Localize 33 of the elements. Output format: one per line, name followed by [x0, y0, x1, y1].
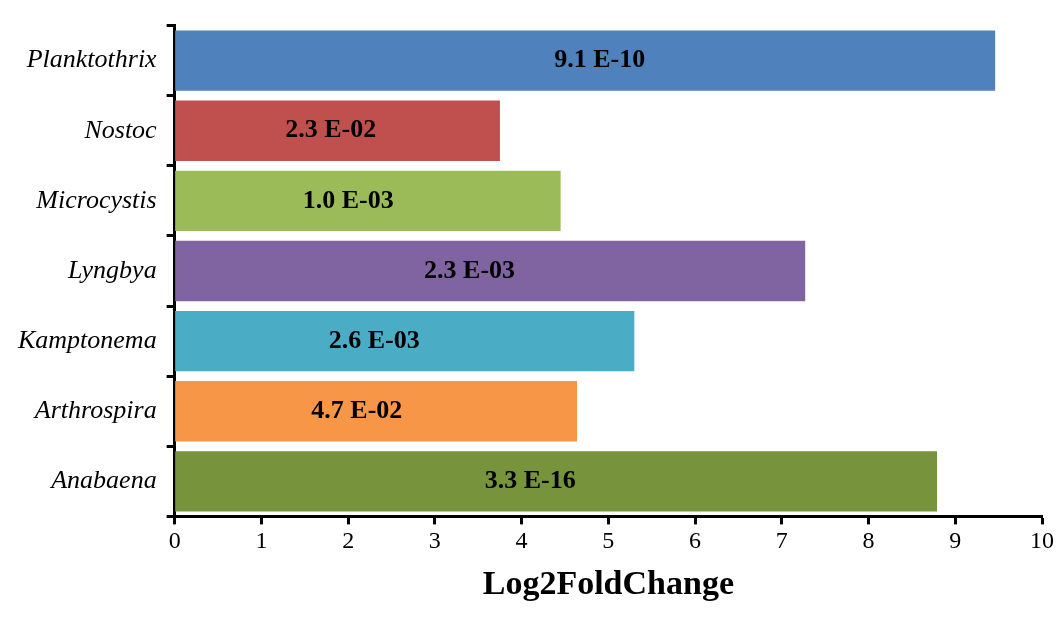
x-tick-label: 10: [1030, 527, 1054, 554]
annotation: 2.3 E-02: [285, 114, 377, 144]
x-tick-label: 0: [168, 527, 181, 554]
bar: [175, 381, 578, 442]
annotation: 2.6 E-03: [328, 324, 420, 354]
x-tick-label: 4: [515, 527, 528, 554]
annotation: 3.3 E-16: [484, 465, 576, 495]
x-tick-label: 7: [775, 527, 788, 554]
bar: [175, 240, 806, 302]
annotation: 9.1 E-10: [554, 44, 646, 74]
x-tick-label: 9: [949, 527, 962, 554]
annotation: 1.0 E-03: [302, 184, 394, 214]
x-tick-label: 3: [428, 527, 441, 554]
x-tick-label: 5: [602, 527, 615, 554]
y-tick-label: Planktothrix: [25, 44, 158, 74]
x-tick-label: 8: [862, 527, 875, 554]
bar: [175, 310, 635, 372]
bar: [175, 100, 500, 161]
y-tick-label: Nostoc: [83, 114, 158, 144]
y-tick-label: Arthrospira: [32, 395, 157, 425]
y-tick-label: Lyngbya: [66, 254, 157, 284]
annotation: 2.3 E-03: [424, 254, 516, 284]
x-tick-label: 2: [342, 527, 355, 554]
bar: [175, 170, 561, 232]
x-axis-title: Log2FoldChange: [482, 564, 734, 602]
annotation: 4.7 E-02: [311, 394, 403, 424]
y-tick-label: Kamptonema: [16, 324, 157, 354]
y-tick-label: Anabaena: [49, 465, 157, 495]
x-tick-label: 6: [689, 527, 702, 554]
y-tick-label: Microcystis: [35, 184, 157, 214]
bar: [175, 451, 938, 512]
x-tick-label: 1: [255, 527, 268, 554]
bar: [175, 30, 996, 91]
